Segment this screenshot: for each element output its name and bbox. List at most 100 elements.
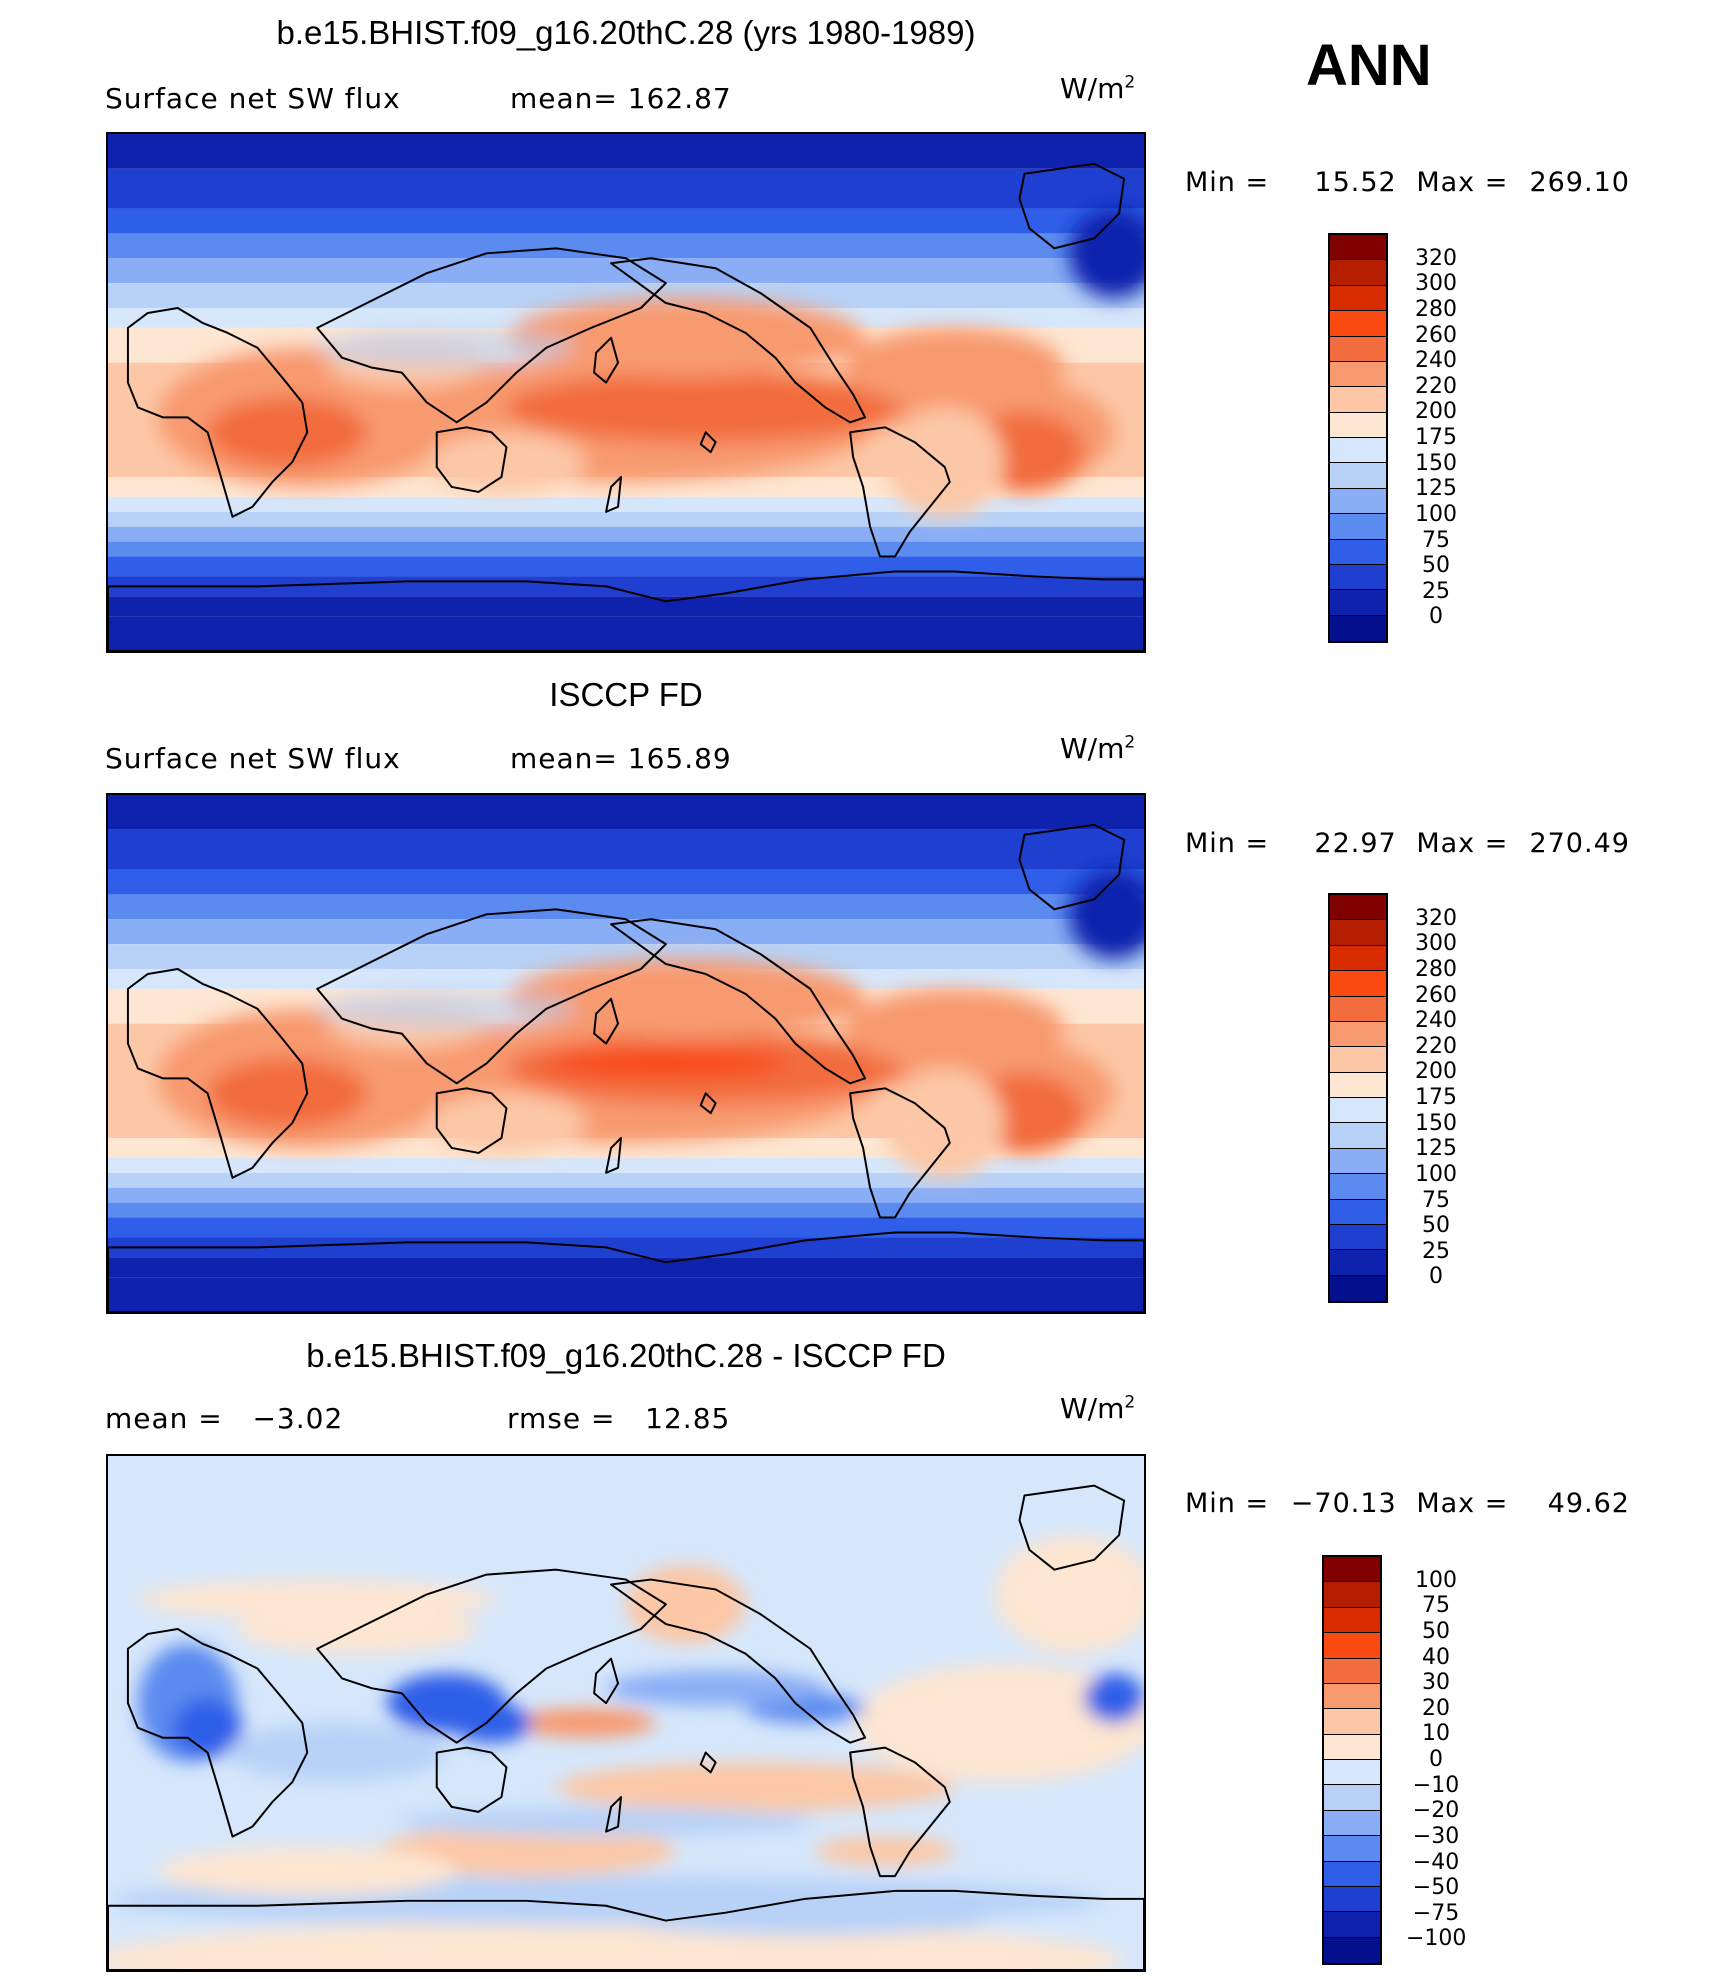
colorbar-tick-label: 260 [1415, 322, 1457, 348]
colorbar-tick-label: 280 [1415, 956, 1457, 982]
colorbar-swatch [1324, 1912, 1380, 1938]
colorbar-swatch [1324, 1709, 1380, 1735]
colorbar-swatch [1330, 1250, 1386, 1276]
panel-3-title: b.e15.BHIST.f09_g16.20thC.28 - ISCCP FD [306, 1337, 946, 1374]
colorbar-swatch [1330, 336, 1386, 362]
panel-2-title: ISCCP FD [549, 676, 703, 713]
colorbar-tick-label: 100 [1415, 501, 1457, 527]
colorbar-tick-label: 175 [1415, 425, 1457, 450]
colorbar-swatch [1324, 1760, 1380, 1786]
colorbar-swatch [1330, 438, 1386, 464]
colorbar-tick-label: 50 [1422, 1618, 1450, 1644]
colorbar-swatch [1324, 1633, 1380, 1659]
colorbar-swatch [1330, 895, 1386, 921]
coastlines [108, 162, 1144, 651]
panel-2-min-label: Min = [1185, 828, 1270, 859]
panel-1-mean-label: mean= 162.87 [510, 82, 732, 115]
panel-1-min-max: Min = 15.52 Max = 269.10 [1185, 167, 1630, 198]
colorbar-tick-label: 200 [1415, 399, 1457, 425]
colorbar-tick-label: 300 [1415, 271, 1457, 297]
panel-2-min-value: 22.97 [1314, 828, 1397, 859]
colorbar-tick-label: 30 [1422, 1670, 1450, 1696]
panel-1-min-label: Min = [1185, 167, 1270, 198]
coastlines [108, 1484, 1144, 1970]
colorbar-swatch [1324, 1785, 1380, 1811]
colorbar-tick-label: 150 [1415, 450, 1457, 476]
panel-2-min-max: Min = 22.97 Max = 270.49 [1185, 828, 1630, 859]
panel-2-colorbar [1328, 893, 1388, 1303]
panel-3-min-label: Min = [1185, 1488, 1270, 1519]
season-label: ANN [1306, 33, 1432, 98]
colorbar-tick-label: −10 [1412, 1772, 1460, 1798]
colorbar-swatch [1324, 1886, 1380, 1913]
colorbar-tick-label: 220 [1415, 373, 1457, 399]
colorbar-swatch [1330, 235, 1386, 261]
panel-3-max-value: 49.62 [1547, 1488, 1630, 1519]
panel-1-max-label: Max = [1416, 167, 1509, 198]
panel-1-max-value: 269.10 [1529, 167, 1630, 198]
colorbar-tick-label: −100 [1406, 1926, 1467, 1952]
colorbar-swatch [1330, 1275, 1386, 1301]
colorbar-tick-label: 40 [1422, 1644, 1450, 1670]
colorbar-swatch [1324, 1658, 1380, 1684]
colorbar-tick-label: 175 [1415, 1085, 1457, 1110]
colorbar-swatch [1330, 412, 1386, 438]
colorbar-tick-label: 320 [1415, 905, 1457, 931]
panel-2-max-value: 270.49 [1529, 828, 1630, 859]
colorbar-tick-label: 150 [1415, 1110, 1457, 1136]
colorbar-tick-label: −50 [1412, 1875, 1460, 1901]
colorbar-tick-label: 240 [1415, 348, 1457, 374]
colorbar-swatch [1330, 1123, 1386, 1149]
colorbar-swatch [1324, 1607, 1380, 1634]
colorbar-tick-label: 25 [1422, 1238, 1450, 1264]
panel-1-map [106, 132, 1146, 653]
panel-2-variable-label: Surface net SW flux [105, 742, 401, 775]
colorbar-swatch [1330, 1224, 1386, 1251]
colorbar-tick-label: 0 [1429, 604, 1443, 630]
colorbar-swatch [1324, 1582, 1380, 1608]
panel-3-mean-label: mean = −3.02 [105, 1402, 344, 1435]
colorbar-swatch [1324, 1836, 1380, 1862]
colorbar-tick-label: 220 [1415, 1033, 1457, 1059]
panel-2-mean-label: mean= 165.89 [510, 742, 732, 775]
panel-3-field-plot [108, 1456, 1144, 1970]
colorbar-swatch [1330, 260, 1386, 286]
colorbar-swatch [1330, 311, 1386, 337]
panel-1-units: W/m2 [1060, 72, 1136, 105]
colorbar-swatch [1324, 1937, 1380, 1963]
colorbar-swatch [1330, 539, 1386, 565]
colorbar-tick-label: 25 [1422, 578, 1450, 604]
colorbar-swatch [1330, 361, 1386, 388]
colorbar-tick-label: 280 [1415, 296, 1457, 322]
colorbar-swatch [1330, 1148, 1386, 1175]
colorbar-swatch [1330, 514, 1386, 540]
colorbar-swatch [1330, 285, 1386, 312]
colorbar-swatch [1330, 615, 1386, 641]
colorbar-tick-label: 75 [1422, 1187, 1450, 1213]
colorbar-tick-label: 50 [1422, 1213, 1450, 1239]
panel-1-title: b.e15.BHIST.f09_g16.20thC.28 (yrs 1980-1… [276, 14, 976, 51]
colorbar-tick-label: 100 [1415, 1161, 1457, 1187]
panel-1-field-plot [108, 134, 1144, 651]
panel-2-field-plot [108, 795, 1144, 1312]
colorbar-tick-label: −40 [1412, 1849, 1460, 1875]
panel-3-colorbar [1322, 1555, 1382, 1965]
colorbar-tick-label: 100 [1415, 1567, 1457, 1593]
colorbar-swatch [1330, 920, 1386, 946]
colorbar-tick-label: −75 [1412, 1900, 1460, 1926]
colorbar-tick-label: 50 [1422, 553, 1450, 579]
panel-3-min-max: Min = −70.13 Max = 49.62 [1185, 1488, 1630, 1519]
colorbar-tick-label: 125 [1415, 476, 1457, 502]
colorbar-swatch [1324, 1734, 1380, 1760]
colorbar-swatch [1330, 564, 1386, 591]
colorbar-swatch [1330, 945, 1386, 972]
colorbar-swatch [1324, 1810, 1380, 1837]
colorbar-tick-label: 320 [1415, 245, 1457, 271]
panel-3-rmse-label: rmse = 12.85 [507, 1402, 731, 1435]
colorbar-swatch [1330, 1021, 1386, 1048]
colorbar-swatch [1324, 1557, 1380, 1583]
panel-2-units: W/m2 [1060, 732, 1136, 765]
colorbar-tick-label: 75 [1422, 527, 1450, 553]
colorbar-swatch [1330, 1047, 1386, 1073]
colorbar-swatch [1330, 1174, 1386, 1200]
